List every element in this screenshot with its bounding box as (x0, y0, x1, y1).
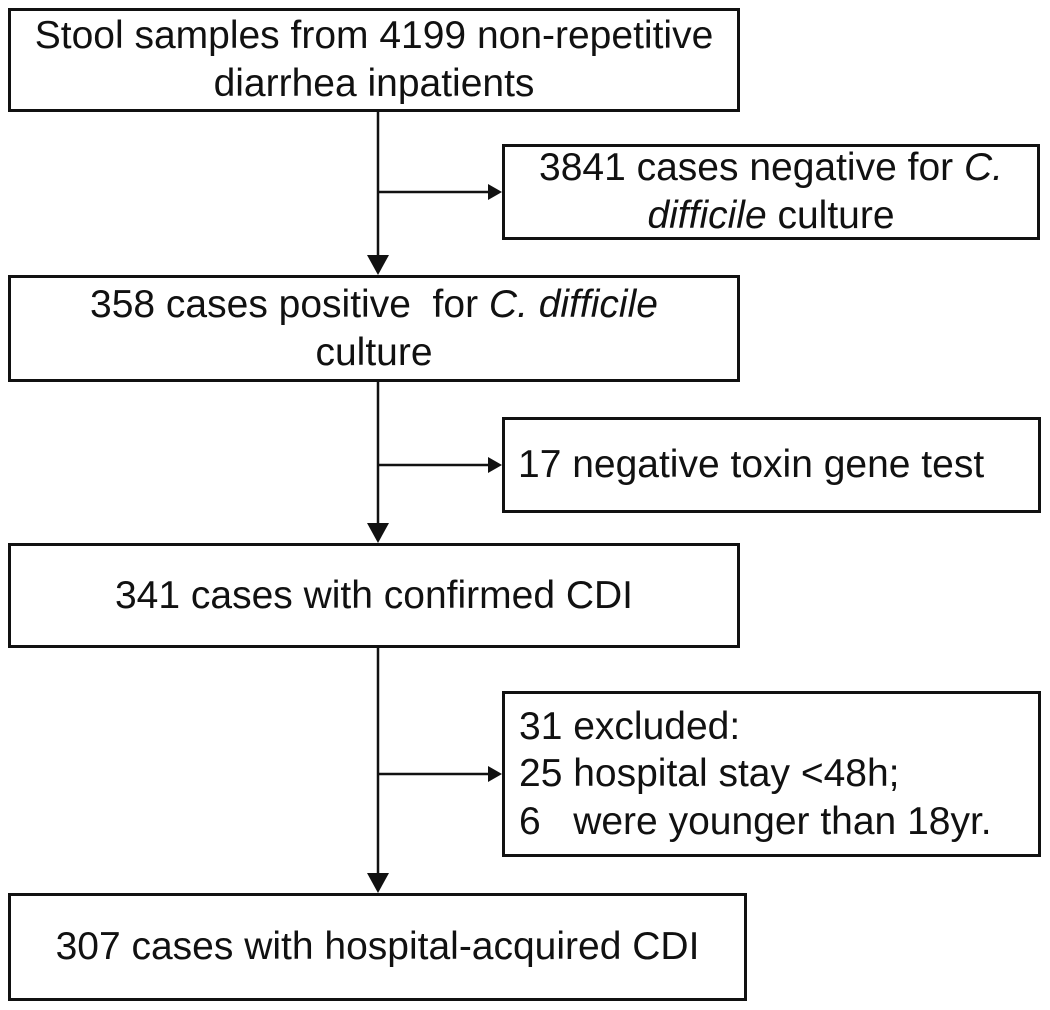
italic-text-segment: C. difficile (488, 282, 658, 326)
box-stool-samples: Stool samples from 4199 non-repetitive di… (8, 8, 740, 112)
text-segment: 17 negative toxin gene test (518, 443, 985, 487)
box-hospital-acquired-cdi: 307 cases with hospital-acquired CDI (8, 893, 747, 1001)
text-segment: culture (315, 330, 433, 374)
text-line: difficile culture (647, 192, 894, 240)
box-negative-toxin-test: 17 negative toxin gene test (502, 417, 1041, 513)
text-segment: 307 cases with hospital-acquired CDI (55, 925, 700, 969)
arrow-branch-to-negative-culture (378, 184, 502, 200)
text-line: 25 hospital stay <48h; (519, 750, 900, 798)
text-segment: 31 excluded: (519, 704, 741, 748)
text-segment: 358 cases positive for (90, 282, 489, 326)
text-segment: culture (766, 194, 895, 237)
italic-text-segment: C. (963, 146, 1003, 190)
text-line: 307 cases with hospital-acquired CDI (56, 923, 700, 971)
arrow-positive-culture-to-confirmed-cdi (367, 382, 389, 543)
text-segment: Stool samples from 4199 non-repetitive (34, 14, 714, 58)
text-line: 3841 cases negative for C. (539, 144, 1003, 192)
text-line: 6 were younger than 18yr. (519, 798, 992, 846)
text-line: Stool samples from 4199 non-repetitive (35, 12, 714, 60)
box-excluded-cases: 31 excluded: 25 hospital stay <48h; 6 were… (502, 691, 1041, 857)
text-line: diarrhea inpatients (214, 60, 535, 108)
arrow-confirmed-cdi-to-hospital-acquired (367, 648, 389, 893)
text-segment: 25 hospital stay <48h; (519, 752, 900, 796)
text-segment: diarrhea inpatients (213, 62, 535, 105)
text-line: 31 excluded: (519, 703, 740, 751)
text-line: 341 cases with confirmed CDI (115, 572, 633, 620)
text-line: 358 cases positive for C. difficile (90, 281, 658, 329)
box-negative-culture: 3841 cases negative for C. difficile cult… (502, 144, 1040, 240)
text-segment: 3841 cases negative for (539, 146, 964, 190)
arrow-stool-to-positive-culture (367, 112, 389, 275)
box-confirmed-cdi: 341 cases with confirmed CDI (8, 543, 740, 648)
text-segment: 6 were younger than 18yr. (519, 799, 992, 843)
arrow-branch-to-negative-toxin-test (378, 457, 502, 473)
italic-text-segment: difficile (647, 194, 767, 237)
text-line: culture (315, 329, 432, 377)
text-line: 17 negative toxin gene test (518, 441, 984, 489)
arrow-branch-to-excluded (378, 766, 502, 782)
text-segment: 341 cases with confirmed CDI (114, 573, 634, 617)
box-positive-culture: 358 cases positive for C. difficile cultu… (8, 275, 740, 382)
